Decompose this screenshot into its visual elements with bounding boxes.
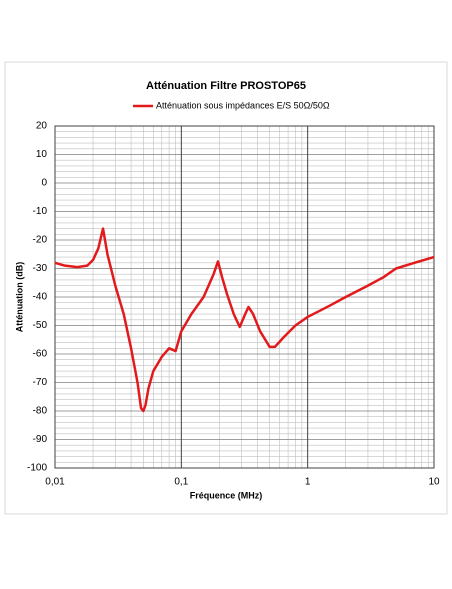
y-tick-label: 20 [36,121,48,132]
y-tick-label: -70 [33,377,48,388]
data-line [54,227,435,413]
x-tick-label: 0,1 [174,477,188,488]
y-axis-label: Atténuation (dB) [14,262,24,332]
y-tick-label: -80 [33,406,48,417]
y-tick-label: -100 [27,463,47,474]
y-tick-label: 10 [36,149,48,160]
y-tick-label: 0 [41,178,47,189]
y-tick-label: -10 [33,206,48,217]
x-tick-label: 10 [428,477,440,488]
chart-title: Atténuation Filtre PROSTOP65 [146,80,306,92]
x-tick-label: 0,01 [45,477,65,488]
x-tick-label: 1 [305,477,311,488]
y-tick-label: -60 [33,349,48,360]
plot-area [54,125,435,469]
y-tick-label: -90 [33,434,48,445]
y-tick-label: -20 [33,235,48,246]
y-tick-label: -50 [33,320,48,331]
y-tick-label: -40 [33,292,48,303]
x-axis-label: Fréquence (MHz) [190,490,263,500]
legend-label: Atténuation sous impédances E/S 50Ω/50Ω [156,100,330,110]
y-tick-label: -30 [33,263,48,274]
